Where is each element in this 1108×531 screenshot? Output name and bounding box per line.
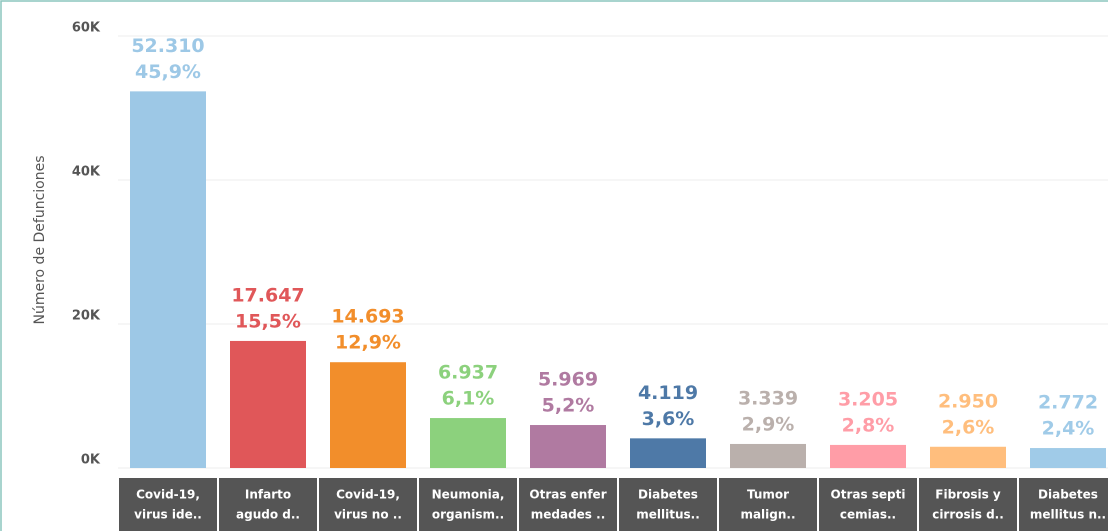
x-tick-label: cemias..	[840, 508, 896, 522]
x-tick-label: mellitus n..	[1030, 508, 1106, 522]
x-tick-label: Fibrosis y	[935, 488, 1001, 502]
category-box	[319, 478, 417, 531]
category-box	[719, 478, 817, 531]
x-tick-label: Diabetes	[638, 488, 698, 502]
percent-label: 2,4%	[1042, 418, 1095, 440]
value-label: 2.772	[1038, 392, 1098, 414]
y-tick-label: 60K	[72, 21, 101, 36]
bar	[230, 340, 306, 468]
x-tick-label: cirrosis d..	[932, 508, 1004, 522]
percent-label: 2,9%	[742, 413, 795, 435]
percent-label: 2,8%	[842, 414, 895, 436]
x-tick-label: Covid-19,	[336, 488, 400, 502]
bar	[430, 418, 506, 468]
x-tick-label: virus no ..	[334, 508, 402, 522]
value-label: 14.693	[331, 306, 404, 328]
x-tick-label: agudo d..	[236, 508, 300, 522]
percent-label: 15,5%	[235, 310, 301, 332]
x-tick-label: Diabetes	[1038, 488, 1098, 502]
percent-label: 3,6%	[642, 408, 695, 430]
value-label: 6.937	[438, 362, 498, 384]
value-label: 3.205	[838, 388, 898, 410]
percent-label: 2,6%	[942, 416, 995, 438]
x-tick-label: Covid-19,	[136, 488, 200, 502]
y-tick-label: 20K	[72, 309, 101, 324]
x-tick-label: Tumor	[747, 488, 789, 502]
bar	[530, 425, 606, 468]
percent-label: 5,2%	[542, 395, 595, 417]
x-tick-label: organism..	[432, 508, 504, 522]
value-label: 2.950	[938, 390, 998, 412]
percent-label: 12,9%	[335, 332, 401, 354]
category-box	[819, 478, 917, 531]
bar	[830, 444, 906, 468]
x-tick-label: mellitus..	[636, 508, 700, 522]
category-box	[919, 478, 1017, 531]
category-box	[219, 478, 317, 531]
bar	[130, 91, 206, 469]
bar	[1030, 448, 1106, 468]
category-box	[119, 478, 217, 531]
category-box	[519, 478, 617, 531]
category-box	[419, 478, 517, 531]
y-axis-label: Número de Defunciones	[32, 155, 48, 324]
percent-label: 45,9%	[135, 61, 201, 83]
value-label: 52.310	[131, 35, 204, 57]
value-label: 4.119	[638, 382, 698, 404]
value-label: 3.339	[738, 387, 798, 409]
value-label: 5.969	[538, 369, 598, 391]
value-label: 17.647	[231, 284, 304, 306]
x-tick-label: Infarto	[245, 488, 291, 502]
category-box	[619, 478, 717, 531]
bar	[330, 362, 406, 468]
y-tick-label: 0K	[81, 453, 101, 468]
x-tick-label: Otras enfer	[529, 488, 606, 502]
x-tick-label: virus ide..	[134, 508, 202, 522]
x-tick-label: malign..	[740, 508, 795, 522]
x-tick-label: medades ..	[531, 508, 606, 522]
bar	[630, 438, 706, 468]
x-tick-label: Neumonia,	[432, 488, 505, 502]
category-box	[1019, 478, 1108, 531]
x-tick-label: Otras septi	[831, 488, 906, 502]
bar	[730, 443, 806, 468]
y-tick-label: 40K	[72, 165, 101, 180]
bar	[930, 446, 1006, 468]
percent-label: 6,1%	[442, 388, 495, 410]
